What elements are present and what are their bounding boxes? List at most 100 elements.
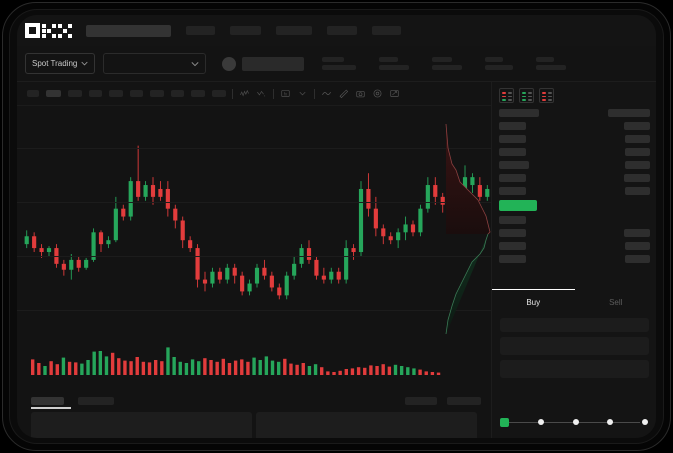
ask-row-6-price[interactable] (625, 187, 650, 195)
orders-panel[interactable] (31, 412, 252, 438)
nav-item-1[interactable] (186, 26, 215, 35)
timeframe-button-4[interactable] (89, 90, 102, 97)
step-5[interactable] (642, 419, 648, 425)
orderbook-rows[interactable] (492, 103, 656, 283)
bid-row-3-qty[interactable] (499, 242, 526, 250)
nav-item-5[interactable] (372, 26, 401, 35)
step-2[interactable] (537, 419, 544, 425)
volume-bar (98, 351, 103, 375)
measure-icon[interactable] (338, 88, 349, 99)
chart-type-icon[interactable] (256, 88, 267, 99)
positions-panel[interactable] (256, 412, 477, 438)
ask-row-3-qty[interactable] (499, 148, 526, 156)
orderbook-bids-icon[interactable] (519, 88, 534, 103)
nav-search[interactable] (86, 24, 171, 37)
volume-bar (129, 361, 133, 375)
volume-bar (92, 351, 96, 375)
timeframe-button-2[interactable] (46, 90, 61, 97)
nav-item-3[interactable] (276, 26, 312, 35)
volume-bar (197, 361, 201, 375)
step-4[interactable] (607, 419, 614, 425)
okx-logo[interactable] (25, 23, 72, 38)
timeframe-button-3[interactable] (68, 90, 82, 97)
orderbook-header-price[interactable] (608, 109, 650, 117)
order-type-field[interactable] (500, 318, 649, 332)
ask-row-3-price[interactable] (625, 148, 650, 156)
onboarding-stepper (500, 416, 648, 428)
timeframe-button-1[interactable] (27, 90, 39, 97)
amount-field[interactable] (500, 360, 649, 378)
top-navbar (17, 15, 656, 46)
ask-row-1-qty[interactable] (499, 122, 526, 130)
bid-row-4-price[interactable] (625, 255, 650, 263)
timeframe-button-9[interactable] (191, 90, 205, 97)
ask-row-2-price[interactable] (625, 135, 650, 143)
stat-value (322, 65, 357, 70)
fullscreen-icon[interactable] (389, 88, 400, 99)
stepper-nodes (500, 417, 648, 427)
timeframe-button-8[interactable] (171, 90, 184, 97)
settings-gear-icon[interactable] (372, 88, 383, 99)
candle-body (69, 259, 74, 270)
volume-bar (375, 366, 379, 375)
candlestick-chart-icon[interactable] (239, 88, 250, 99)
market-stat-4 (485, 57, 514, 70)
ask-row-4-qty[interactable] (499, 161, 529, 169)
app-screen: Spot Trading (17, 15, 656, 438)
step-3[interactable] (572, 419, 579, 425)
volume-bar (61, 357, 66, 375)
timeframe-button-6[interactable] (130, 90, 143, 97)
step-1[interactable] (500, 417, 509, 427)
bid-row-1-qty[interactable] (499, 216, 526, 224)
market-stat-1 (322, 57, 357, 70)
camera-icon[interactable] (355, 88, 366, 99)
candle-body (373, 208, 378, 229)
orderbook-asks-icon[interactable] (539, 88, 554, 103)
price-field[interactable] (500, 337, 649, 355)
orders-tab-2[interactable] (78, 396, 114, 405)
volume-bar (80, 363, 84, 375)
line-chart-icon[interactable] (321, 88, 332, 99)
chart-toolbar-buttons (27, 90, 226, 97)
volume-chart-panel[interactable] (17, 335, 491, 389)
orderbook-header-qty[interactable] (499, 109, 539, 117)
candle-body (210, 271, 215, 284)
bid-row-3-price[interactable] (625, 242, 650, 250)
ask-row-6-qty[interactable] (499, 187, 526, 195)
tab-sell[interactable]: Sell (575, 289, 657, 315)
orderbook-both-icon[interactable] (499, 88, 514, 103)
tab-buy[interactable]: Buy (492, 289, 575, 315)
last-price-row-qty[interactable] (499, 200, 537, 211)
bid-row-2-qty[interactable] (499, 229, 526, 237)
ask-row-5-qty[interactable] (499, 174, 526, 182)
trading-pair-select[interactable] (103, 53, 207, 74)
volume-bar (424, 371, 428, 375)
ask-row-5-price[interactable] (624, 174, 650, 182)
ask-row-2-qty[interactable] (499, 135, 526, 143)
candle-body (477, 185, 482, 197)
price-chart-panel[interactable] (17, 106, 491, 335)
bid-row-4-qty[interactable] (499, 255, 526, 263)
indicators-icon[interactable]: fx (280, 88, 291, 99)
candle-body (292, 263, 297, 276)
volume-bar (418, 369, 422, 375)
timeframe-button-5[interactable] (109, 90, 123, 97)
stat-value (485, 65, 514, 70)
orders-tab-1[interactable] (31, 396, 64, 405)
chevron-down-icon (191, 61, 199, 66)
ask-row-1-price[interactable] (624, 122, 650, 130)
nav-item-4[interactable] (327, 26, 357, 35)
volume-bar (209, 360, 213, 375)
bid-row-2-price[interactable] (624, 229, 650, 237)
timeframe-button-10[interactable] (212, 90, 226, 97)
trading-mode-dropdown[interactable]: Spot Trading (25, 53, 96, 74)
nav-item-2[interactable] (230, 26, 261, 35)
logo-o-glyph (25, 23, 40, 38)
ask-row-4-price[interactable] (625, 161, 650, 169)
volume-bar (55, 364, 59, 375)
orders-action-2[interactable] (447, 396, 481, 405)
chevron-down-icon[interactable] (297, 88, 308, 99)
timeframe-button-7[interactable] (150, 90, 164, 97)
orders-action-1[interactable] (405, 396, 437, 405)
volume-bar (301, 363, 305, 375)
